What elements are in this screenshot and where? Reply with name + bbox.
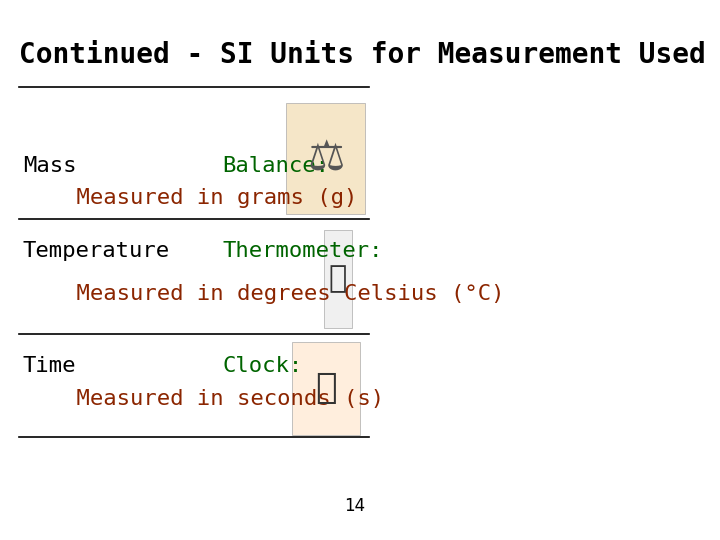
Text: Measured in degrees Celsius (°C): Measured in degrees Celsius (°C): [23, 284, 505, 304]
Text: ⚖: ⚖: [307, 137, 345, 179]
FancyBboxPatch shape: [287, 103, 366, 214]
Text: Time: Time: [23, 356, 76, 376]
Text: 14: 14: [344, 497, 366, 515]
Text: Measured in grams (g): Measured in grams (g): [23, 188, 357, 208]
FancyBboxPatch shape: [324, 230, 352, 328]
Text: Clock:: Clock:: [222, 356, 302, 376]
Text: Continued - SI Units for Measurement Used in Science: Continued - SI Units for Measurement Use…: [19, 42, 720, 69]
Text: Balance:: Balance:: [222, 156, 330, 177]
Text: ⏱: ⏱: [315, 371, 337, 405]
Text: 🌡: 🌡: [329, 265, 347, 294]
Text: Measured in seconds (s): Measured in seconds (s): [23, 389, 384, 409]
Text: Temperature: Temperature: [23, 241, 170, 261]
FancyBboxPatch shape: [292, 342, 360, 435]
Text: Thermometer:: Thermometer:: [222, 241, 383, 261]
Text: Mass: Mass: [23, 156, 76, 177]
